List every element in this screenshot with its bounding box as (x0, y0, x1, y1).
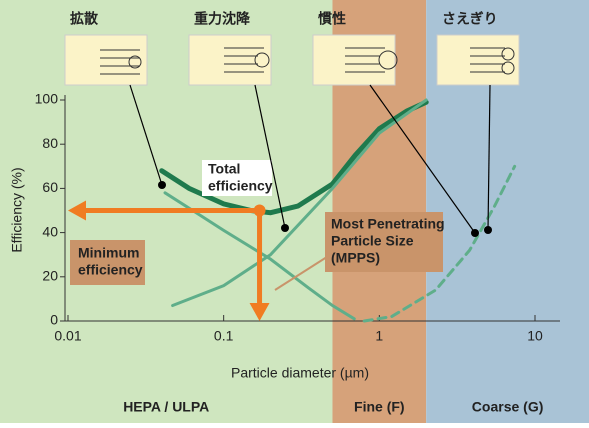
x-axis-label: Particle diameter (µm) (231, 365, 369, 381)
curve (171, 98, 428, 308)
min-point (253, 204, 266, 217)
total-box (202, 160, 272, 196)
curve (362, 164, 517, 323)
min-box (70, 240, 145, 285)
arrow-head (249, 303, 270, 321)
mechanism-label: 拡散 (70, 11, 99, 27)
mpps-leader (274, 254, 331, 291)
min-label: efficiency (78, 262, 143, 278)
leader-dots (158, 181, 492, 237)
total-label: Total (208, 161, 240, 177)
y-axis-label: Efficiency (%) (9, 167, 25, 252)
mpps-label: Particle Size (331, 233, 414, 249)
curve (163, 191, 356, 321)
mpps-label: Most Penetrating (331, 216, 445, 232)
mechanism-label: 慣性 (317, 11, 346, 27)
x-tick-label: 1 (375, 328, 383, 344)
y-tick-label: 40 (42, 223, 58, 239)
y-tick-label: 100 (35, 91, 59, 107)
total-label: efficiency (208, 178, 273, 194)
plot: 0 20 40 60 80 100 0.01 0.1 1 10 Particle diameter … (9, 91, 560, 381)
leader-lines (129, 84, 491, 234)
mechanism-icons (100, 47, 515, 75)
mechanism-label: さえぎり (442, 11, 498, 27)
x-tick-label: 10 (527, 328, 543, 344)
band-label: Coarse (G) (472, 399, 544, 415)
arrow-head (68, 200, 86, 221)
band-label: Fine (F) (354, 399, 405, 415)
min-label: Minimum (78, 245, 139, 261)
y-tick-label: 60 (42, 179, 58, 195)
mpps-box (325, 212, 443, 272)
x-tick-label: 0.1 (214, 328, 234, 344)
y-tick-label: 0 (50, 312, 58, 328)
curve (159, 99, 429, 216)
mechanism-label: 重力沈降 (194, 11, 251, 27)
y-tick-label: 20 (42, 268, 58, 284)
band-label: HEPA / ULPA (123, 399, 209, 415)
y-tick-label: 80 (42, 135, 58, 151)
x-tick-label: 0.01 (54, 328, 81, 344)
mechanism-cards (64, 34, 520, 86)
mpps-label: (MPPS) (331, 250, 380, 266)
